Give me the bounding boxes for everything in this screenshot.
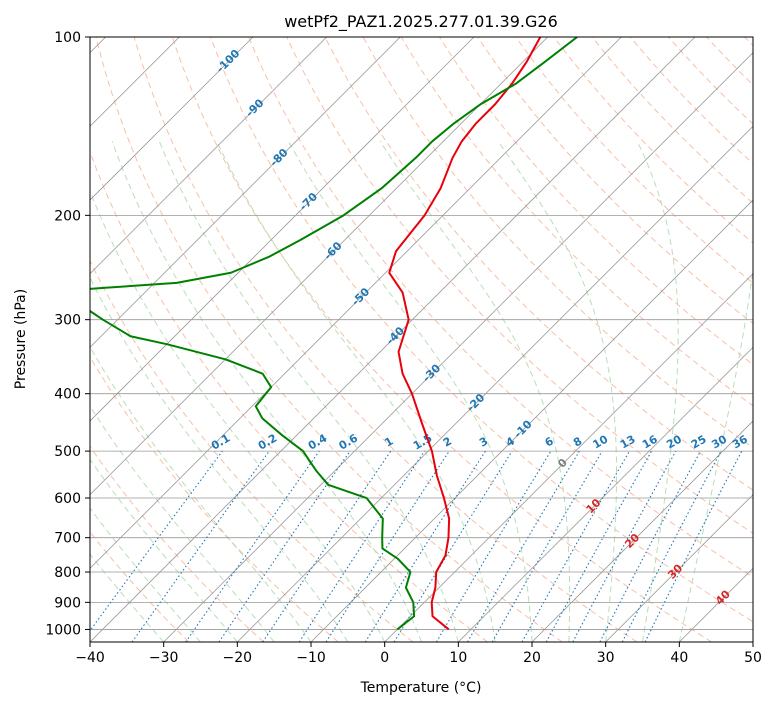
x-tick-label: 40 xyxy=(670,650,688,666)
dry-adiabat xyxy=(324,37,753,491)
x-axis-title: Temperature (°C) xyxy=(360,680,482,696)
y-axis-title: Pressure (hPa) xyxy=(13,289,29,389)
mixing-ratio-line xyxy=(262,450,392,642)
dry-adiabat xyxy=(248,37,753,578)
x-tick-label: −10 xyxy=(296,650,326,666)
isotherm xyxy=(90,37,475,422)
mixing-ratio-line xyxy=(521,450,630,642)
mixing-ratio-line xyxy=(393,450,513,642)
isotherm xyxy=(90,37,327,275)
isotherm xyxy=(90,37,548,496)
isotherm xyxy=(90,37,696,642)
chart-title: wetPf2_PAZ1.2025.277.01.39.G26 xyxy=(284,12,558,32)
y-tick-label: 1000 xyxy=(45,622,81,638)
isotherm xyxy=(90,37,254,201)
dry-adiabat xyxy=(515,37,753,284)
mixing-ratio-line xyxy=(644,450,743,642)
isotherm xyxy=(531,420,753,642)
y-axis: 1000 900 800 700 600 500 400 300 200 100 xyxy=(45,30,90,638)
plot-frame xyxy=(89,36,754,643)
temperature-line xyxy=(388,37,542,631)
dry-adiabat xyxy=(286,37,753,534)
mixing-ratio-line xyxy=(218,450,351,642)
y-tick-label: 100 xyxy=(54,30,81,46)
mixing-ratio-line xyxy=(90,450,223,632)
background-lines xyxy=(90,37,753,642)
x-tick-label: 0 xyxy=(380,650,389,666)
mixing-ratio-line xyxy=(572,450,677,642)
dry-adiabat xyxy=(171,37,712,642)
y-tick-label: 200 xyxy=(54,208,81,224)
y-tick-label: 500 xyxy=(54,444,81,460)
y-tick-label: 900 xyxy=(54,595,81,611)
isotherm xyxy=(237,125,753,642)
dry-adiabat xyxy=(90,259,414,642)
x-tick-label: −20 xyxy=(223,650,253,666)
mixing-ratio-line xyxy=(298,450,425,642)
mixing-ratio-line xyxy=(185,450,320,642)
y-tick-label: 400 xyxy=(54,387,81,403)
isotherm xyxy=(458,346,753,642)
isotherm xyxy=(384,273,753,642)
y-tick-label: 600 xyxy=(54,491,81,507)
dry-adiabat xyxy=(90,356,339,642)
mixing-ratio-line xyxy=(131,450,270,642)
dry-adiabat xyxy=(95,37,563,642)
dry-adiabat xyxy=(210,37,753,623)
plot-area xyxy=(90,37,753,642)
y-tick-label: 700 xyxy=(54,531,81,547)
x-tick-label: 30 xyxy=(597,650,615,666)
mixing-ratio-line xyxy=(325,450,450,642)
isotherm xyxy=(90,37,622,569)
x-tick-label: 10 xyxy=(449,650,467,666)
dry-adiabat xyxy=(133,37,638,642)
x-tick-label: 20 xyxy=(523,650,541,666)
isotherm xyxy=(310,199,753,642)
x-tick-label: −30 xyxy=(149,650,179,666)
x-axis: −40 −30 −20 −10 0 10 20 30 40 50 xyxy=(75,642,762,666)
profile-lines xyxy=(90,37,578,631)
x-tick-label: 50 xyxy=(744,650,762,666)
x-tick-label: −40 xyxy=(75,650,105,666)
isotherm xyxy=(163,52,753,642)
isotherm xyxy=(605,494,753,642)
dry-adiabat xyxy=(90,445,264,642)
dewpoint-line xyxy=(90,37,578,631)
isotherm xyxy=(90,37,401,348)
y-tick-label: 800 xyxy=(54,565,81,581)
mixing-ratio-line xyxy=(545,450,653,642)
y-tick-label: 300 xyxy=(54,313,81,329)
